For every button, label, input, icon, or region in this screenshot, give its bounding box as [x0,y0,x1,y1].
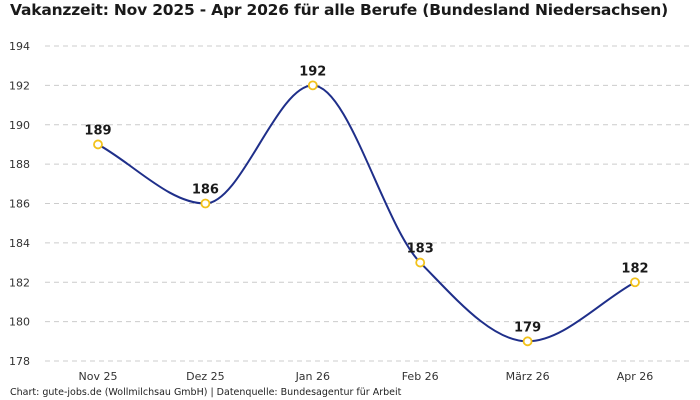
chart-title: Vakanzzeit: Nov 2025 - Apr 2026 für alle… [10,1,669,19]
data-label: 182 [621,261,648,276]
data-point [522,336,533,347]
data-point [415,257,426,268]
x-tick-label: Feb 26 [402,370,439,383]
grid-lines [45,45,693,362]
data-label: 192 [299,64,326,79]
x-tick-label: März 26 [506,370,550,383]
data-label: 183 [407,242,434,257]
series-line [97,84,636,343]
y-tick-label: 194 [9,40,30,53]
y-tick-label: 192 [9,79,30,92]
x-axis-ticks: Nov 25 Dez 25 Jan 26 Feb 26 März 26 Apr 26 [79,370,654,383]
data-labels: 189 186 192 183 179 182 [84,64,648,335]
x-tick-label: Jan 26 [295,370,330,383]
y-tick-label: 190 [9,119,30,132]
y-tick-label: 188 [9,158,30,171]
data-point [630,277,640,288]
data-label: 186 [192,183,219,198]
y-axis-ticks: 178 180 182 184 186 188 190 192 194 [9,40,30,368]
chart-footer: Chart: gute-jobs.de (Wollmilchsau GmbH) … [10,387,402,398]
data-point [307,80,318,91]
data-point [200,198,211,209]
x-tick-label: Apr 26 [617,370,654,383]
y-tick-label: 180 [9,316,30,329]
series-line-group [97,84,636,343]
y-tick-label: 184 [9,237,30,250]
y-tick-label: 178 [9,355,30,368]
data-point [93,139,103,150]
data-label: 189 [84,123,111,138]
data-label: 179 [514,320,541,335]
x-tick-label: Nov 25 [79,370,118,383]
y-tick-label: 182 [9,276,30,289]
x-tick-label: Dez 25 [186,370,225,383]
y-tick-label: 186 [9,198,30,211]
data-points [93,80,640,347]
